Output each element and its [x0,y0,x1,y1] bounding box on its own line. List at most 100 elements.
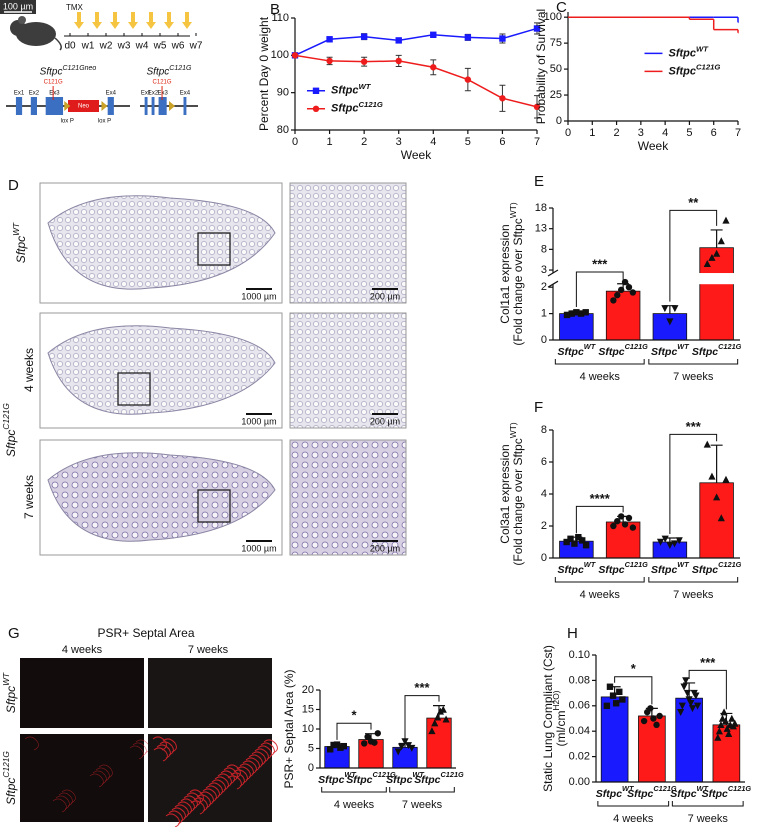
legend-label: SftpcWT [331,81,372,96]
x-tick-label: SftpcC121G [702,784,752,799]
data-point [703,440,711,448]
break-mark [547,269,559,288]
x-tick-label: 5 [465,136,471,148]
timeline-label: w7 [189,41,203,52]
data-point [693,702,702,710]
data-point [582,309,589,316]
data-point [464,76,472,83]
data-point [428,727,436,735]
group-bracket [648,359,739,365]
x-tick-label: 6 [711,127,717,139]
superscript: WT [677,342,689,351]
bar [699,247,734,341]
data-point [577,310,585,317]
data-point [666,318,674,326]
significance-label: ** [688,195,699,210]
tmx-arrow [182,12,192,29]
data-point [661,305,669,313]
y-axis-label: Percent Day 0 weight [257,16,271,131]
psr-signal [24,736,150,813]
group-label: 4 weeks [334,799,375,811]
data-point [687,700,695,708]
data-point [728,714,736,722]
data-point [666,542,674,549]
column-label: 4 weeks [62,644,103,656]
timeline-label: w5 [153,41,167,52]
significance-bracket [669,209,718,302]
tmx-arrow [146,12,156,29]
data-point [395,37,402,44]
data-point [717,237,725,245]
data-point [661,535,669,543]
timeline-label: d0 [64,41,76,52]
superscript: C121G [169,65,192,72]
significance-bracket [575,505,624,534]
data-point [563,311,571,319]
superscript: C121G [728,784,752,793]
superscript: C121G [1,403,11,430]
y-tick-label: 0.10 [569,649,590,661]
exon-label: Ex2 [148,91,159,97]
legend-label: SftpcC121G [331,99,383,114]
superscript: C121G [696,62,720,71]
group-bracket [671,801,744,807]
data-point [408,744,416,752]
x-tick-label: 3 [638,127,644,139]
x-tick-label: 2 [614,127,620,139]
data-point [568,310,575,317]
x-tick-label: 0 [292,136,298,148]
data-point [571,540,578,547]
data-point [731,719,739,727]
y-axis-label: Col3a1 expression [498,444,512,543]
superscript: C121G [1,751,11,778]
superscript: WT [697,784,709,793]
y-tick-label: 0 [541,552,547,564]
data-point [330,741,337,749]
data-point [621,278,629,286]
zoom-box [197,232,231,266]
exon [151,97,155,115]
data-point [327,746,334,753]
y-tick-label: 8 [541,424,547,436]
significance-label: *** [592,256,608,271]
group-bracket [597,801,670,807]
data-point [720,708,728,716]
data-point [685,696,693,704]
exon-label: Ex3 [49,91,60,97]
x-tick-label: 7 [534,136,540,148]
x-tick-label: 4 [430,136,436,148]
y-tick-label: 50 [550,63,562,75]
x-tick-label: 7 [735,127,741,139]
superscript: C121G [718,560,742,569]
scale-bar-label: 200 µm [370,416,400,426]
data-point [678,702,686,710]
scale-bar-label: 100 µm [3,1,33,11]
data-point [683,689,692,697]
exon-label: Ex4 [106,91,117,97]
y-tick-label: 2 [541,520,547,532]
row-label: SftpcC121G [1,751,18,805]
y-tick-label: 0.06 [569,700,590,712]
genotype-label: SftpcC121G [1,403,18,457]
tmx-arrow [110,12,120,29]
group-bracket [648,577,739,583]
y-tick-label: 4 [541,488,547,500]
data-point [723,724,731,732]
x-tick-label: 1 [327,136,333,148]
superscript: WT [677,560,689,569]
group-label: 7 weeks [688,813,729,825]
mouse-tail [54,37,62,51]
data-point [722,475,730,483]
significance-label: **** [590,491,611,506]
significance-bracket [669,433,718,534]
exon-label: Ex2 [29,91,40,97]
treatment: TMX [66,3,84,12]
superscript: C121Gneo [62,65,96,72]
data-point [614,518,621,525]
data-point [715,727,723,735]
data-point [619,696,626,703]
data-point [337,744,344,751]
y-tick-label: 100 [544,11,562,23]
axis-break [547,273,557,285]
lox-label: lox P [61,119,74,125]
